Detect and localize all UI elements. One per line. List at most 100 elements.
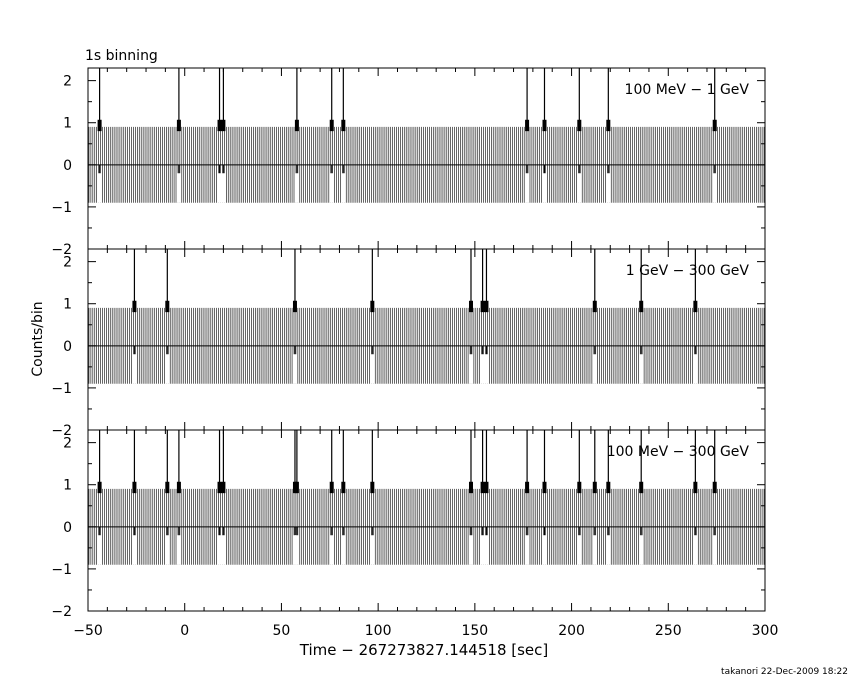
y-tick-label: −2 [51,604,72,620]
event-bin [480,249,485,384]
event-bin [577,68,582,203]
event-gap [221,173,226,203]
event-marker [329,481,334,494]
x-tick-label: 200 [558,623,585,639]
event-bin [524,430,530,565]
event-marker [577,481,582,494]
event-gap [468,354,474,384]
event-gap [97,173,102,203]
event-marker [712,119,717,132]
event-gap [294,173,300,203]
event-marker [525,481,530,494]
event-bin [693,430,698,565]
event-gap [176,173,182,203]
event-gap [292,354,298,384]
event-gap [480,354,485,384]
event-gap [132,354,137,384]
event-bin [294,430,300,565]
event-marker [341,119,346,132]
event-marker [693,300,698,313]
y-tick-label: 1 [63,297,72,313]
event-bin [370,249,375,384]
event-bin [639,430,644,565]
event-marker [97,481,102,494]
event-bin [370,430,375,565]
event-gap [606,535,611,565]
event-marker [176,481,181,494]
x-tick-label: 250 [655,623,682,639]
event-bin [592,430,597,565]
panels: −2 −1 0 1 2 100 MeV − 1 GeV −2 −1 0 1 2 1 GeV − 300… [51,67,766,620]
event-marker [468,481,473,494]
event-gap [468,535,474,565]
event-marker [484,300,489,313]
event-gap [480,535,485,565]
event-bin [542,430,547,565]
event-bin [542,68,547,203]
event-marker [217,481,222,494]
event-gap [97,535,102,565]
event-bin [132,430,137,565]
event-bin [165,430,170,565]
event-gap [217,173,222,203]
event-gap [639,535,644,565]
event-bin [176,430,182,565]
x-tick-label: 50 [273,623,291,639]
event-bin [693,249,698,384]
event-gap [592,535,597,565]
event-marker [525,119,530,132]
event-gap [370,354,375,384]
event-marker [97,119,102,132]
event-marker [606,119,611,132]
event-marker [165,300,170,313]
event-bin [606,68,611,203]
event-gap [712,173,717,203]
event-marker [468,300,473,313]
event-gap [165,354,170,384]
event-bin [484,430,489,565]
event-gap [132,535,137,565]
panel-energy-label: 100 MeV − 300 GeV [607,444,750,460]
event-gap [176,535,182,565]
footer-credit: takanori 22-Dec-2009 18:22 [721,667,848,677]
event-gap [712,535,717,565]
y-tick-label: −1 [51,200,72,216]
event-bin [329,68,334,203]
y-tick-label: −1 [51,562,72,578]
event-gap [693,535,698,565]
event-bin [97,68,102,203]
event-marker [712,481,717,494]
event-marker [294,119,299,132]
event-bin [606,430,611,565]
y-tick-label: 0 [63,339,72,355]
event-bin [712,430,717,565]
event-bin [341,430,346,565]
y-tick-label: −1 [51,381,72,397]
event-bin [217,68,222,203]
event-marker [165,481,170,494]
event-marker [480,300,485,313]
event-gap [165,535,170,565]
event-bin [577,430,582,565]
event-gap [341,535,346,565]
event-gap [221,535,226,565]
event-bin [217,430,222,565]
event-bin [468,430,474,565]
panel-energy-label: 1 GeV − 300 GeV [626,263,750,279]
y-tick-label: −2 [51,242,72,258]
y-tick-label: 2 [63,436,72,452]
panel-2: −2 −1 0 1 2 1 GeV − 300 GeV [51,248,766,439]
event-marker [639,300,644,313]
y-axis-label: Counts/bin [30,301,46,376]
event-marker [577,119,582,132]
event-marker [217,119,222,132]
panel-energy-label: 100 MeV − 1 GeV [625,82,750,98]
event-bin [292,249,298,384]
x-tick-label: 150 [461,623,488,639]
event-marker [176,119,181,132]
event-bin [329,430,334,565]
event-marker [370,300,375,313]
y-tick-label: 1 [63,478,72,494]
event-gap [524,173,530,203]
